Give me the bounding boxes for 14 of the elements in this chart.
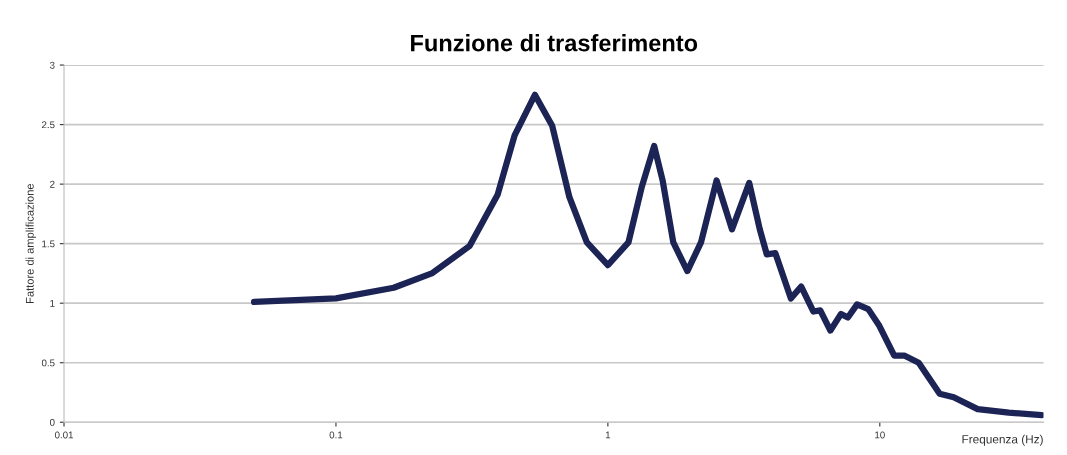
y-tick-label: 1	[50, 300, 55, 307]
y-axis-title: Fattore di amplificazione	[25, 183, 36, 303]
y-tick-label: 0.5	[41, 359, 55, 367]
x-tick-label: 1	[605, 431, 611, 439]
x-tick-label: 10	[875, 431, 885, 439]
y-tick-label: 0	[49, 418, 55, 426]
chart-title: Funzione di trasferimento	[411, 34, 698, 52]
x-tick-label: 0.1	[329, 431, 343, 439]
x-tick-label: 0.01	[54, 431, 74, 439]
x-axis-title: Frequenza (Hz)	[962, 434, 1043, 446]
y-tick-label: 2	[50, 180, 55, 188]
y-tick-label: 3	[49, 61, 55, 69]
y-tick-label: 1.5	[42, 240, 55, 248]
y-tick-label: 2.5	[41, 121, 55, 129]
